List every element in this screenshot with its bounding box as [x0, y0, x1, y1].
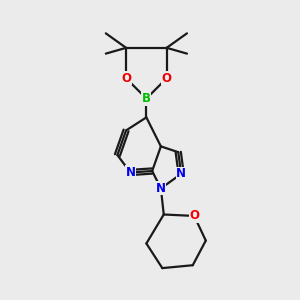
Text: O: O: [189, 209, 199, 222]
Text: O: O: [121, 72, 131, 85]
Text: N: N: [156, 182, 166, 195]
Text: B: B: [142, 92, 151, 105]
Text: N: N: [176, 167, 186, 180]
Text: O: O: [162, 72, 172, 85]
Text: N: N: [125, 166, 135, 179]
